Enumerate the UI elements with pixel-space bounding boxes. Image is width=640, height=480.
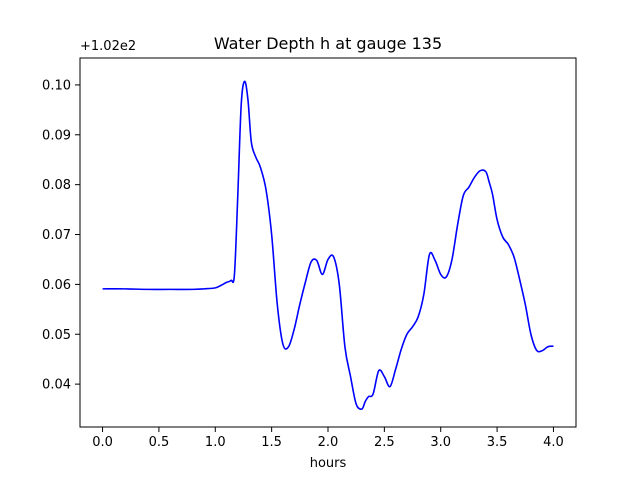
series-line bbox=[102, 80, 554, 411]
x-tick-label: 0.0 bbox=[92, 435, 113, 450]
y-tick-label: 0.09 bbox=[42, 128, 71, 143]
series-layer bbox=[102, 80, 554, 411]
x-axis: 0.0 0.5 1.0 1.5 2.0 2.5 3.0 3.5 4.0 bbox=[92, 427, 564, 450]
x-tick-label: 3.5 bbox=[487, 435, 508, 450]
plot-area bbox=[79, 57, 577, 428]
x-tick-label: 0.5 bbox=[149, 435, 170, 450]
y-tick-label: 0.07 bbox=[42, 228, 71, 243]
x-tick-label: 2.5 bbox=[374, 435, 395, 450]
x-tick-label: 1.5 bbox=[261, 435, 282, 450]
y-tick-label: 0.04 bbox=[42, 378, 71, 393]
y-tick-label: 0.06 bbox=[42, 278, 71, 293]
chart-title: Water Depth h at gauge 135 bbox=[214, 34, 442, 53]
x-tick-label: 4.0 bbox=[543, 435, 564, 450]
y-tick-label: 0.05 bbox=[42, 328, 71, 343]
x-axis-label: hours bbox=[310, 456, 347, 471]
y-tick-label: 0.08 bbox=[42, 178, 71, 193]
y-offset-text: +1.02e2 bbox=[80, 39, 136, 54]
x-tick-label: 3.0 bbox=[430, 435, 451, 450]
x-tick-label: 2.0 bbox=[318, 435, 339, 450]
y-axis: 0.04 0.05 0.06 0.07 0.08 0.09 0.10 bbox=[42, 78, 80, 393]
y-tick-label: 0.10 bbox=[42, 78, 71, 93]
x-tick-label: 1.0 bbox=[205, 435, 226, 450]
